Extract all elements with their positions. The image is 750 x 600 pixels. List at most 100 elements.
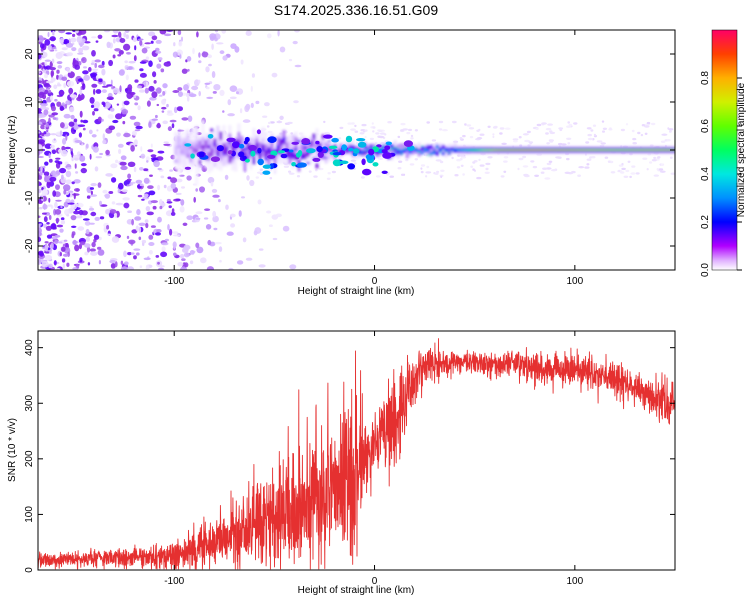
spectrogram-band-cell	[510, 149, 514, 151]
spectrogram-band-cell	[612, 149, 617, 151]
spectrogram-scatter-mark	[90, 194, 97, 197]
spectrogram-scatter-mark	[170, 211, 176, 216]
spectrogram-scatter-mark	[111, 236, 120, 243]
spectrogram-scatter-mark	[146, 211, 154, 216]
spectrogram-band-cell	[345, 150, 349, 154]
spectrogram-band-cell	[630, 149, 635, 151]
spectrogram-scatter-mark	[212, 91, 217, 94]
spectrogram-scatter-mark	[48, 38, 56, 41]
spectrogram-scatter-mark	[544, 177, 551, 180]
spectrogram-scatter-mark	[522, 155, 527, 159]
spectrogram-scatter-mark	[93, 88, 96, 95]
spectrogram-scatter-mark	[112, 30, 119, 34]
spectrogram-scatter-mark	[148, 60, 153, 67]
spectrogram-scatter-mark	[40, 165, 43, 172]
spectrogram-scatter-mark	[99, 200, 102, 206]
spectrogram-band-cell	[441, 149, 445, 156]
spectrogram-scatter-mark	[225, 204, 229, 210]
spectrogram-scatter-mark	[272, 237, 278, 241]
spectrogram-band-cell	[276, 145, 280, 149]
spectrogram-band-cell	[279, 140, 283, 153]
spectrogram-scatter-mark	[210, 181, 214, 187]
spectrogram-scatter-mark	[164, 238, 169, 242]
spectrogram-scatter-mark	[97, 182, 102, 188]
spectrogram-scatter-mark	[123, 32, 127, 38]
spectrogram-scatter-mark	[108, 191, 114, 194]
spectrogram-scatter-mark	[50, 242, 54, 250]
spectrogram-band-cell	[198, 160, 202, 165]
spectrogram-scatter-mark	[148, 190, 156, 196]
spectrogram-band-cell	[324, 142, 328, 151]
spectrogram-scatter-mark	[324, 131, 330, 135]
spectrogram-scatter-mark	[50, 133, 57, 136]
spectrogram-band-cell	[621, 149, 626, 151]
spectrogram-scatter-mark	[250, 85, 253, 92]
spectrogram-band-cell	[477, 149, 481, 151]
spectrogram-scatter-mark	[170, 182, 176, 189]
spectrogram-scatter-mark	[62, 263, 65, 270]
spectrogram-scatter-mark	[79, 257, 83, 263]
spectrogram-scatter-mark	[48, 111, 52, 115]
spectrogram-scatter-mark	[183, 252, 190, 258]
spectrogram-scatter-mark	[405, 158, 409, 162]
spectrogram-scatter-mark	[57, 83, 62, 87]
spectrogram-scatter-mark	[402, 128, 409, 131]
spectrogram-scatter-mark	[568, 123, 572, 127]
spectrogram-blob-mark	[331, 137, 339, 143]
spectrogram-band-cell	[474, 149, 478, 151]
spectrogram-scatter-mark	[55, 217, 60, 223]
spectrogram-scatter-mark	[130, 145, 135, 152]
spectrogram-scatter-mark	[82, 45, 90, 51]
spectrogram-scatter-mark	[436, 170, 440, 174]
spectrogram-scatter-mark	[571, 170, 576, 174]
spectrogram-scatter-mark	[53, 84, 58, 90]
spectrogram-scatter-mark	[219, 50, 225, 55]
spectrogram-scatter-mark	[105, 102, 111, 108]
spectrogram-band-cell	[396, 150, 400, 155]
spectrogram-scatter-mark	[135, 125, 143, 130]
spectrogram-scatter-mark	[55, 199, 62, 202]
spectrogram-scatter-mark	[85, 228, 90, 235]
spectrogram-band-cell	[282, 137, 286, 141]
spectrogram-scatter-mark	[206, 96, 214, 99]
spectrogram-scatter-mark	[44, 254, 53, 261]
spectrogram-scatter-mark	[153, 160, 160, 168]
spectrogram-scatter-mark	[61, 131, 70, 137]
spectrogram-scatter-mark	[97, 246, 102, 250]
spectrogram-scatter-mark	[178, 41, 183, 47]
spectrogram-scatter-mark	[526, 130, 531, 134]
spectrogram-scatter-mark	[60, 91, 65, 95]
spectrogram-scatter-mark	[39, 170, 43, 176]
spectrogram-band-cell	[489, 149, 493, 151]
spectrogram-scatter-mark	[97, 249, 105, 256]
spectrogram-scatter-mark	[331, 170, 336, 174]
spectrogram-band-cell	[267, 154, 271, 167]
spectrogram-scatter-mark	[214, 30, 219, 33]
spectrogram-scatter-mark	[51, 58, 55, 64]
spectrogram-scatter-mark	[359, 132, 365, 135]
spectrogram-scatter-mark	[173, 244, 176, 250]
spectrogram-scatter-mark	[326, 177, 331, 180]
spectrogram-scatter-mark	[105, 173, 113, 177]
spectrogram-band-cell	[423, 149, 427, 153]
spectrogram-scatter-mark	[387, 121, 392, 124]
spectrogram-blob-mark	[244, 136, 250, 143]
spectrogram-scatter-mark	[201, 51, 209, 58]
spectrogram-scatter-mark	[48, 158, 53, 163]
spectrogram-scatter-mark	[279, 46, 286, 53]
spectrogram-scatter-mark	[289, 264, 297, 270]
spectrogram-scatter-mark	[141, 239, 147, 244]
spectrogram-scatter-mark	[503, 156, 509, 159]
spectrogram-scatter-mark	[54, 201, 58, 209]
spectrogram-scatter-mark	[51, 236, 58, 240]
spectrogram-scatter-mark	[38, 108, 42, 113]
spectrogram-scatter-mark	[468, 127, 475, 130]
spectrogram-band-cell	[393, 140, 397, 151]
spectrogram-band-cell	[531, 149, 535, 151]
spectrogram-scatter-mark	[184, 262, 189, 268]
spectrogram-band-cell	[306, 151, 310, 157]
spectrogram-scatter-mark	[143, 168, 149, 172]
spectrogram-blob-mark	[317, 151, 324, 158]
spectrogram-scatter-mark	[57, 241, 63, 244]
spectrogram-band-cell	[189, 153, 193, 163]
